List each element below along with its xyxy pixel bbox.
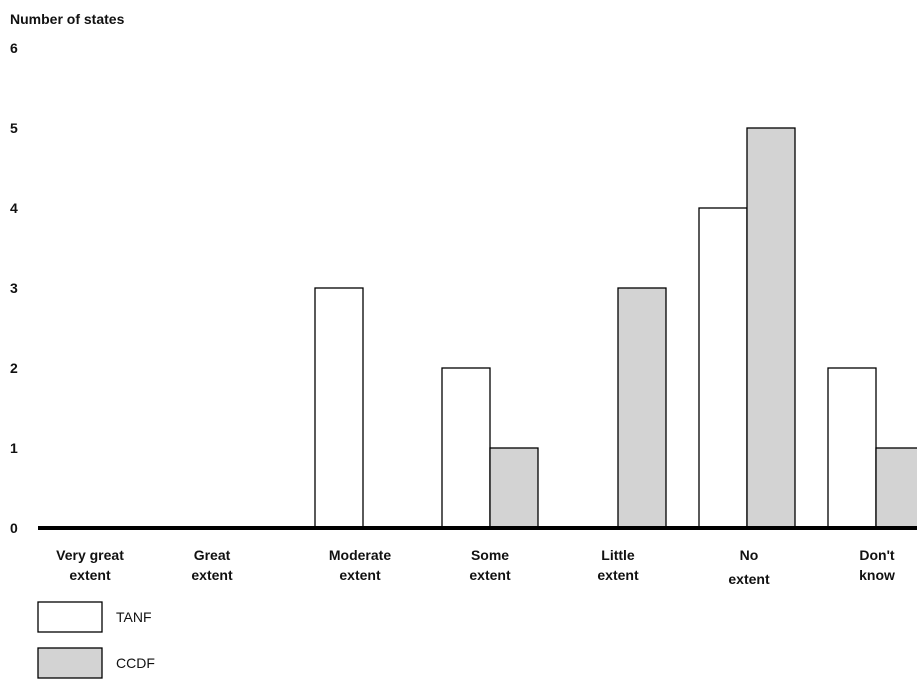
bar-tanf: [827, 367, 877, 529]
bar-ccdf: [617, 287, 667, 529]
legend-label-tanf: TANF: [116, 609, 152, 625]
x-tick-label: Very great: [56, 547, 124, 563]
x-tick-label: Don't: [859, 547, 895, 563]
x-tick-label: extent: [339, 567, 381, 583]
bar-tanf: [314, 287, 364, 529]
y-tick-label: 5: [10, 120, 18, 136]
y-tick-label: 4: [10, 200, 18, 216]
bar-ccdf: [875, 447, 917, 529]
y-axis-title: Number of states: [10, 11, 125, 27]
x-tick-label: know: [859, 567, 895, 583]
bar-tanf: [698, 207, 748, 529]
y-tick-label: 6: [10, 40, 18, 56]
y-axis-ticks: 0 1 2 3 4 5 6: [10, 40, 18, 536]
y-tick-label: 2: [10, 360, 18, 376]
x-tick-label: extent: [191, 567, 233, 583]
x-tick-label: extent: [69, 567, 111, 583]
legend-swatch-tanf: [37, 601, 103, 633]
x-tick-label: Great: [194, 547, 231, 563]
x-axis-labels: Very great extent Great extent Moderate exten…: [56, 547, 895, 587]
y-tick-label: 3: [10, 280, 18, 296]
x-tick-label: extent: [597, 567, 639, 583]
bar-ccdf: [489, 447, 539, 529]
x-tick-label: Little: [601, 547, 635, 563]
legend: TANF CCDF: [37, 601, 155, 679]
legend-label-ccdf: CCDF: [116, 655, 155, 671]
legend-swatch-ccdf: [37, 647, 103, 679]
bars-group: [314, 127, 917, 529]
bar-ccdf: [746, 127, 796, 529]
y-tick-label: 0: [10, 520, 18, 536]
x-tick-label: No: [740, 547, 759, 563]
bar-tanf: [441, 367, 491, 529]
x-tick-label: extent: [469, 567, 511, 583]
x-tick-label: Moderate: [329, 547, 391, 563]
x-tick-label: Some: [471, 547, 509, 563]
y-tick-label: 1: [10, 440, 18, 456]
x-tick-label: extent: [728, 571, 770, 587]
